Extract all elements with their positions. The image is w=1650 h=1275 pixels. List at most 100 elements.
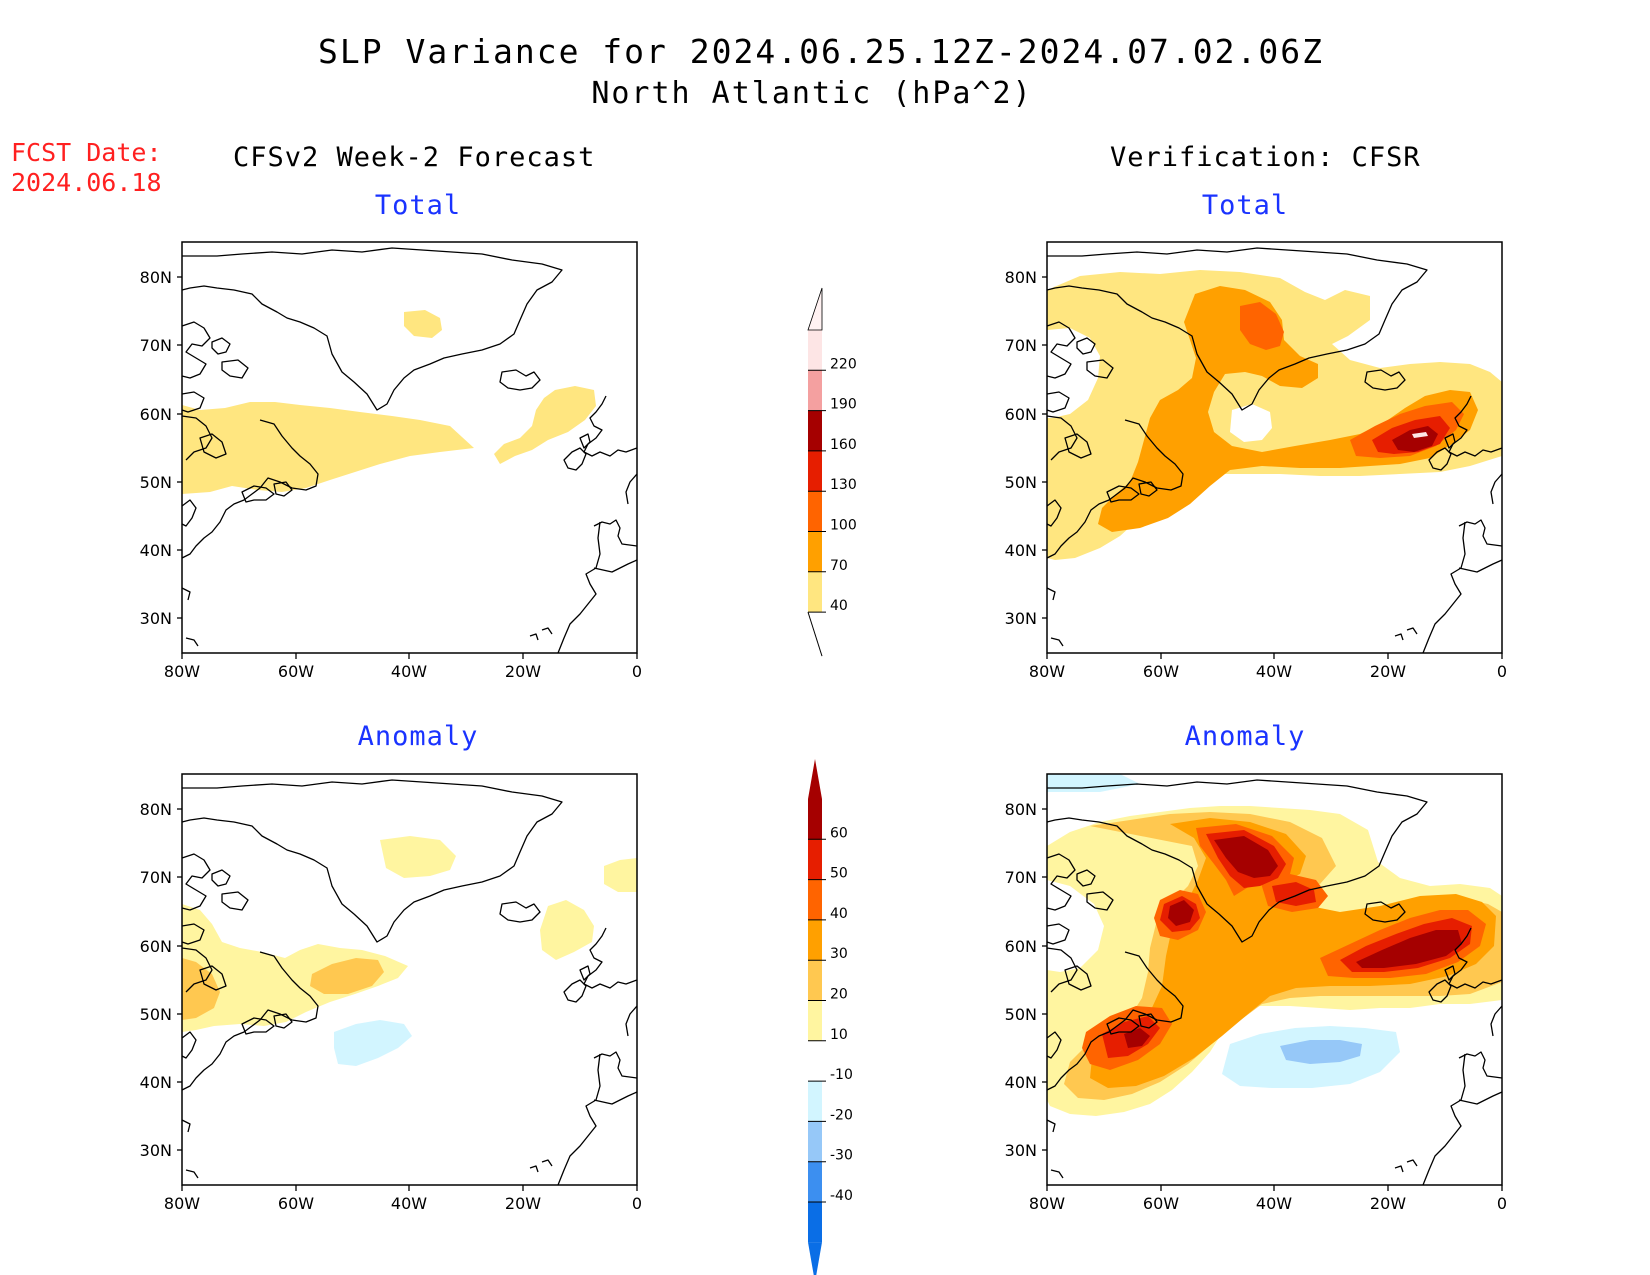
lon-tick-label: 40W [391, 662, 427, 681]
colorbar-swatch [808, 879, 822, 920]
fcst-date-label: FCST Date: [11, 138, 162, 167]
lon-tick-label: 0 [1497, 1194, 1507, 1213]
colorbar-label: 40 [830, 598, 848, 614]
colorbar-swatch [808, 1040, 822, 1082]
main-title: SLP Variance for 2024.06.25.12Z-2024.07.… [318, 32, 1324, 71]
lat-tick-label: 60N [1005, 937, 1037, 956]
lon-tick-label: 80W [164, 1194, 200, 1213]
colorbar-swatch [808, 1081, 822, 1122]
colorbar-swatch [808, 1161, 822, 1202]
colorbar-swatch [808, 370, 822, 411]
colorbar-swatch [808, 960, 822, 1001]
colorbar-label: 220 [830, 356, 857, 372]
lon-tick-label: 60W [1143, 662, 1179, 681]
lon-tick-label: 80W [1029, 662, 1065, 681]
colorbar-label: -30 [830, 1148, 853, 1164]
verif-total-map [1046, 241, 1503, 654]
verification-column-title: Verification: CFSR [1110, 142, 1421, 173]
fcst-total-title: Total [374, 190, 462, 221]
colorbar-top-arrow [808, 759, 822, 799]
colorbar-label: 130 [830, 477, 857, 493]
colorbar-swatch [808, 839, 822, 880]
colorbar-label: -10 [830, 1067, 853, 1083]
lat-tick-label: 30N [1005, 1141, 1037, 1160]
lat-tick-label: 40N [140, 541, 172, 560]
lon-tick-label: 20W [1370, 1194, 1406, 1213]
verif-total-title: Total [1201, 190, 1289, 221]
colorbar-bottom-arrow [808, 1242, 822, 1275]
colorbar-swatch [808, 330, 822, 371]
lat-tick-label: 40N [1005, 541, 1037, 560]
colorbar-swatch [808, 491, 822, 532]
colorbar-swatch [808, 450, 822, 492]
subtitle: North Atlantic (hPa^2) [591, 76, 1033, 111]
colorbar-total: 40 70 100 130 160 190 220 [807, 287, 857, 657]
lon-tick-label: 40W [1256, 662, 1292, 681]
lon-tick-label: 40W [391, 1194, 427, 1213]
lat-tick-label: 80N [1005, 800, 1037, 819]
colorbar-swatch [808, 799, 822, 840]
colorbar-label: 50 [830, 866, 848, 882]
lon-tick-label: 20W [505, 662, 541, 681]
colorbar-swatch [808, 919, 822, 961]
lat-tick-label: 50N [1005, 473, 1037, 492]
lat-tick-label: 70N [140, 868, 172, 887]
lat-tick-label: 30N [1005, 609, 1037, 628]
colorbar-label: 60 [830, 825, 848, 841]
colorbar-label: 160 [830, 437, 857, 453]
lon-tick-label: 60W [1143, 1194, 1179, 1213]
fcst-total-map [181, 241, 638, 654]
lat-tick-label: 70N [1005, 336, 1037, 355]
colorbar-bottom-arrow [807, 611, 823, 657]
lat-tick-label: 40N [1005, 1073, 1037, 1092]
colorbar-swatch [808, 1000, 822, 1041]
lat-tick-label: 80N [1005, 268, 1037, 287]
lon-tick-label: 60W [278, 1194, 314, 1213]
lat-tick-label: 70N [140, 336, 172, 355]
lat-tick-label: 40N [140, 1073, 172, 1092]
colorbar-label: 40 [830, 906, 848, 922]
fcst-anomaly-map [181, 773, 638, 1186]
lon-tick-label: 20W [1370, 662, 1406, 681]
lat-tick-label: 30N [140, 609, 172, 628]
fcst-date-value: 2024.06.18 [11, 168, 162, 197]
colorbar-top-arrow [807, 287, 823, 331]
forecast-column-title: CFSv2 Week-2 Forecast [233, 142, 596, 173]
colorbar-label: 100 [830, 518, 857, 534]
colorbar-label: 10 [830, 1027, 848, 1043]
colorbar-label: 20 [830, 987, 848, 1003]
lon-tick-label: 40W [1256, 1194, 1292, 1213]
lat-tick-label: 30N [140, 1141, 172, 1160]
lat-tick-label: 50N [140, 1005, 172, 1024]
lat-tick-label: 60N [140, 405, 172, 424]
colorbar-label: 190 [830, 397, 857, 413]
lon-tick-label: 0 [632, 662, 642, 681]
lon-tick-label: 80W [164, 662, 200, 681]
colorbar-label: -20 [830, 1107, 853, 1123]
lat-tick-label: 60N [140, 937, 172, 956]
colorbar-swatch [808, 410, 822, 451]
colorbar-swatch [808, 1121, 822, 1162]
colorbar-swatch [808, 571, 822, 613]
colorbar-anomaly: -40 -30 -20 -10 10 20 30 40 50 60 [808, 759, 853, 1275]
fcst-anomaly-title: Anomaly [357, 721, 479, 752]
colorbar-swatch [808, 531, 822, 572]
lat-tick-label: 50N [1005, 1005, 1037, 1024]
colorbar-label: -40 [830, 1188, 853, 1204]
colorbar-label: 30 [830, 946, 848, 962]
verif-anomaly-title: Anomaly [1184, 721, 1306, 752]
verif-anomaly-map [1046, 773, 1503, 1186]
colorbar-swatch [808, 1202, 822, 1243]
lat-tick-label: 80N [140, 800, 172, 819]
lon-tick-label: 20W [505, 1194, 541, 1213]
lon-tick-label: 0 [632, 1194, 642, 1213]
lon-tick-label: 60W [278, 662, 314, 681]
lat-tick-label: 50N [140, 473, 172, 492]
colorbar-label: 70 [830, 558, 848, 574]
map-axes: 80N 70N 60N 50N 40N 30N 80W 60W 40W 20W 0 80N 70N 60N… [140, 268, 1507, 1213]
lat-tick-label: 80N [140, 268, 172, 287]
lat-tick-label: 70N [1005, 868, 1037, 887]
lat-tick-label: 60N [1005, 405, 1037, 424]
lon-tick-label: 0 [1497, 662, 1507, 681]
